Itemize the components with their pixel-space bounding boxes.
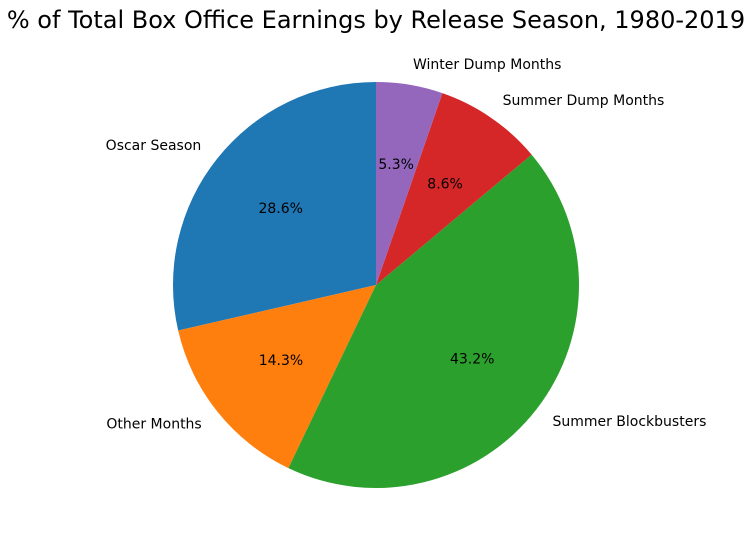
slice-percent-labels: 28.6% 14.3% 43.2% 8.6% 5.3%	[258, 157, 494, 369]
slice-label-winter-dump-months: Winter Dump Months	[413, 57, 561, 73]
slice-percent-winter-dump-months: 5.3%	[378, 157, 414, 173]
pie-slice-other-months	[178, 285, 376, 469]
slice-label-summer-blockbusters: Summer Blockbusters	[552, 414, 706, 430]
pie-slice-summer-blockbusters	[288, 154, 579, 488]
slice-label-oscar-season: Oscar Season	[106, 138, 202, 154]
slice-percent-other-months: 14.3%	[259, 353, 303, 369]
slice-label-summer-dump-months: Summer Dump Months	[503, 93, 665, 109]
chart-title: % of Total Box Office Earnings by Releas…	[7, 6, 745, 34]
slice-percent-summer-dump-months: 8.6%	[427, 177, 463, 193]
slice-percent-summer-blockbusters: 43.2%	[450, 352, 494, 368]
pie-slice-summer-dump-months	[376, 93, 532, 286]
slice-percent-oscar-season: 28.6%	[258, 201, 302, 217]
pie-slices	[173, 82, 579, 488]
pie-slice-winter-dump-months	[376, 82, 443, 285]
slice-label-other-months: Other Months	[106, 417, 201, 433]
pie-slice-oscar-season	[173, 82, 376, 331]
slice-labels: Oscar Season Other Months Summer Blockbust…	[106, 57, 707, 433]
